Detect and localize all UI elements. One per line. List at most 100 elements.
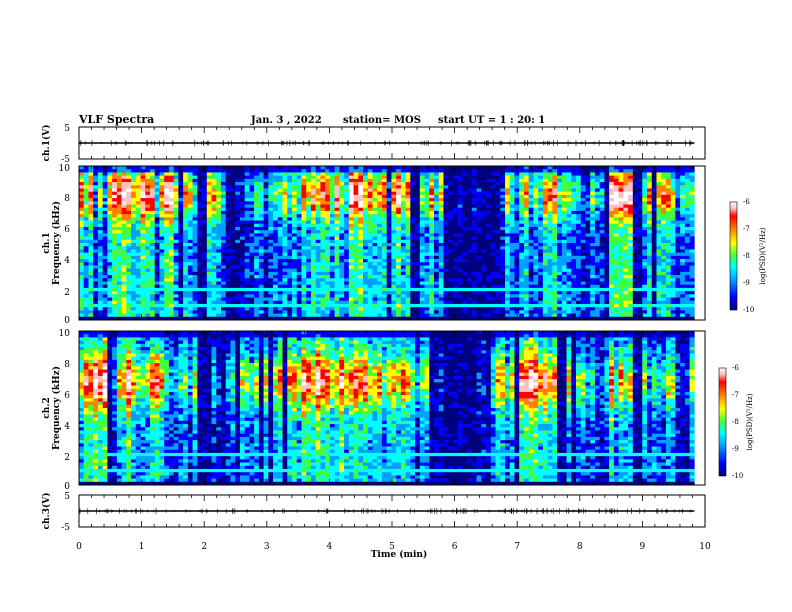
- spectrogram-cell: [135, 268, 141, 273]
- spectrogram-cell: [145, 185, 151, 189]
- spectrogram-cell: [277, 201, 283, 205]
- spectrogram-cell: [211, 246, 217, 250]
- spectrogram-cell: [164, 303, 170, 308]
- spectrogram-cell: [211, 210, 217, 215]
- spectrogram-cell: [239, 300, 245, 305]
- spectrogram-cell: [471, 217, 477, 221]
- spectrogram-cell: [363, 239, 369, 244]
- spectrogram-cell: [538, 188, 544, 192]
- spectrogram-cell: [396, 220, 402, 225]
- spectrogram-cell: [150, 313, 156, 318]
- spectrogram-cell: [396, 239, 402, 244]
- spectrogram-cell: [277, 217, 283, 221]
- spectrogram-cell: [150, 271, 156, 276]
- spectrogram-cell: [486, 265, 492, 269]
- spectrogram-cell: [372, 313, 378, 318]
- spectrogram-cell: [268, 194, 274, 199]
- spectrogram-cell: [344, 230, 350, 234]
- spectrogram-cell: [273, 175, 279, 180]
- spectrogram-cell: [93, 194, 99, 199]
- spectrogram-cell: [481, 185, 487, 189]
- spectrogram-cell: [88, 268, 94, 273]
- spectrogram-cell: [443, 281, 449, 286]
- spectrogram-cell: [443, 297, 449, 302]
- spectrogram-cell: [140, 172, 146, 176]
- spectrogram-cell: [121, 252, 127, 257]
- spectrogram-cell: [310, 166, 316, 170]
- spectrogram-cell: [187, 217, 193, 221]
- spectrogram-cell: [230, 268, 236, 273]
- spectrogram-cell: [495, 303, 501, 308]
- spectrogram-cell: [116, 201, 122, 205]
- spectrogram-cell: [400, 243, 406, 247]
- spectrogram-cell: [448, 294, 454, 298]
- spectrogram-cell: [230, 207, 236, 212]
- spectrogram-cell: [79, 236, 85, 241]
- spectrogram-cell: [363, 226, 369, 231]
- spectrogram-cell: [467, 268, 473, 273]
- spectrogram-cell: [292, 191, 298, 196]
- spectrogram-cell: [187, 294, 193, 298]
- spectrogram-cell: [192, 310, 198, 314]
- spectrogram-cell: [528, 275, 534, 279]
- spectrogram-cell: [202, 265, 208, 269]
- spectrogram-cell: [505, 233, 511, 237]
- spectrogram-cell: [509, 316, 515, 321]
- spectrogram-cell: [500, 175, 506, 180]
- spectrogram-cell: [178, 226, 184, 231]
- spectrogram-cell: [344, 188, 350, 192]
- spectrogram-cell: [410, 226, 416, 231]
- spectrogram-cell: [448, 194, 454, 199]
- spectrogram-cell: [301, 287, 307, 292]
- spectrogram-cell: [358, 178, 364, 183]
- spectrogram-cell: [277, 294, 283, 298]
- spectrogram-cell: [173, 185, 179, 189]
- spectrogram-cell: [287, 297, 293, 302]
- spectrogram-cell: [131, 259, 137, 263]
- spectrogram-cell: [320, 246, 326, 250]
- spectrogram-cell: [277, 249, 283, 253]
- spectrogram-cell: [206, 223, 212, 228]
- spectrogram-cell: [452, 236, 458, 241]
- spectrogram-cell: [467, 297, 473, 302]
- spectrogram-cell: [164, 230, 170, 234]
- spectrogram-cell: [377, 278, 383, 282]
- spectrogram-cell: [140, 207, 146, 212]
- spectrogram-cell: [424, 236, 430, 241]
- spectrogram-cell: [301, 210, 307, 215]
- spectrogram-cell: [93, 169, 99, 173]
- spectrogram-cell: [353, 281, 359, 286]
- spectrogram-cell: [443, 175, 449, 180]
- spectrogram-cell: [486, 194, 492, 199]
- spectrogram-cell: [126, 307, 132, 311]
- spectrogram-cell: [221, 310, 227, 314]
- spectrogram-cell: [131, 243, 137, 247]
- spectrogram-cell: [410, 198, 416, 202]
- spectrogram-cell: [353, 214, 359, 218]
- spectrogram-cell: [235, 239, 241, 244]
- spectrogram-cell: [173, 291, 179, 295]
- spectrogram-cell: [514, 294, 520, 298]
- spectrogram-cell: [121, 194, 127, 199]
- spectrogram-cell: [434, 313, 440, 318]
- spectrogram-cell: [282, 210, 288, 215]
- spectrogram-cell: [542, 210, 548, 215]
- spectrogram-cell: [367, 268, 373, 273]
- spectrogram-cell: [296, 201, 302, 205]
- spectrogram-cell: [221, 287, 227, 292]
- spectrogram-cell: [216, 210, 222, 215]
- spectrogram-cell: [415, 297, 421, 302]
- spectrogram-cell: [88, 230, 94, 234]
- spectrogram-cell: [410, 175, 416, 180]
- spectrogram-cell: [93, 262, 99, 266]
- spectrogram-cell: [538, 226, 544, 231]
- spectrogram-cell: [528, 271, 534, 276]
- spectrogram-cell: [306, 207, 312, 212]
- spectrogram-cell: [187, 207, 193, 212]
- spectrogram-cell: [273, 294, 279, 298]
- spectrogram-cell: [292, 284, 298, 289]
- spectrogram-cell: [410, 204, 416, 209]
- spectrogram-cell: [239, 166, 245, 170]
- spectrogram-cell: [339, 236, 345, 241]
- spectrogram-cell: [107, 303, 113, 308]
